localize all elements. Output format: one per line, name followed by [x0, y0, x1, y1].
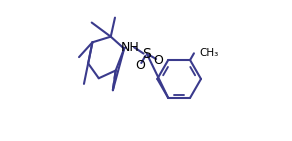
Text: O: O	[153, 54, 163, 67]
Text: O: O	[135, 59, 145, 72]
Text: NH: NH	[120, 41, 139, 54]
Text: CH₃: CH₃	[199, 48, 218, 58]
Text: S: S	[142, 47, 151, 61]
